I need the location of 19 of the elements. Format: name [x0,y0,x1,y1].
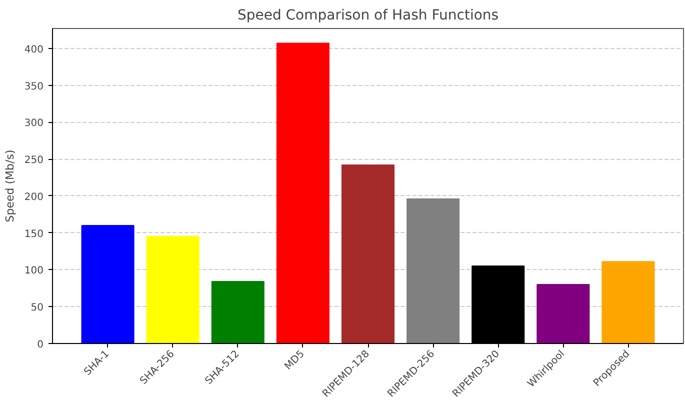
bar [341,164,395,344]
y-tick-label: 0 [37,340,44,350]
y-tick-label: 350 [24,81,44,92]
y-axis-title: Speed (Mb/s) [3,150,16,222]
bar [536,284,590,344]
bar [276,42,330,344]
y-tick-label: 200 [24,192,44,203]
bar [146,236,200,344]
y-tick-label: 150 [24,228,44,240]
y-tick-label: 250 [24,155,44,166]
bar [81,224,134,344]
bar [406,198,460,344]
bar [602,261,655,344]
y-tick-label: 50 [30,302,44,314]
y-tick-label: 100 [24,266,44,277]
bar [211,281,264,344]
y-tick-label: 300 [24,118,44,130]
y-tick-label: 400 [24,44,44,56]
chart-title: Speed Comparison of Hash Functions [237,8,499,24]
